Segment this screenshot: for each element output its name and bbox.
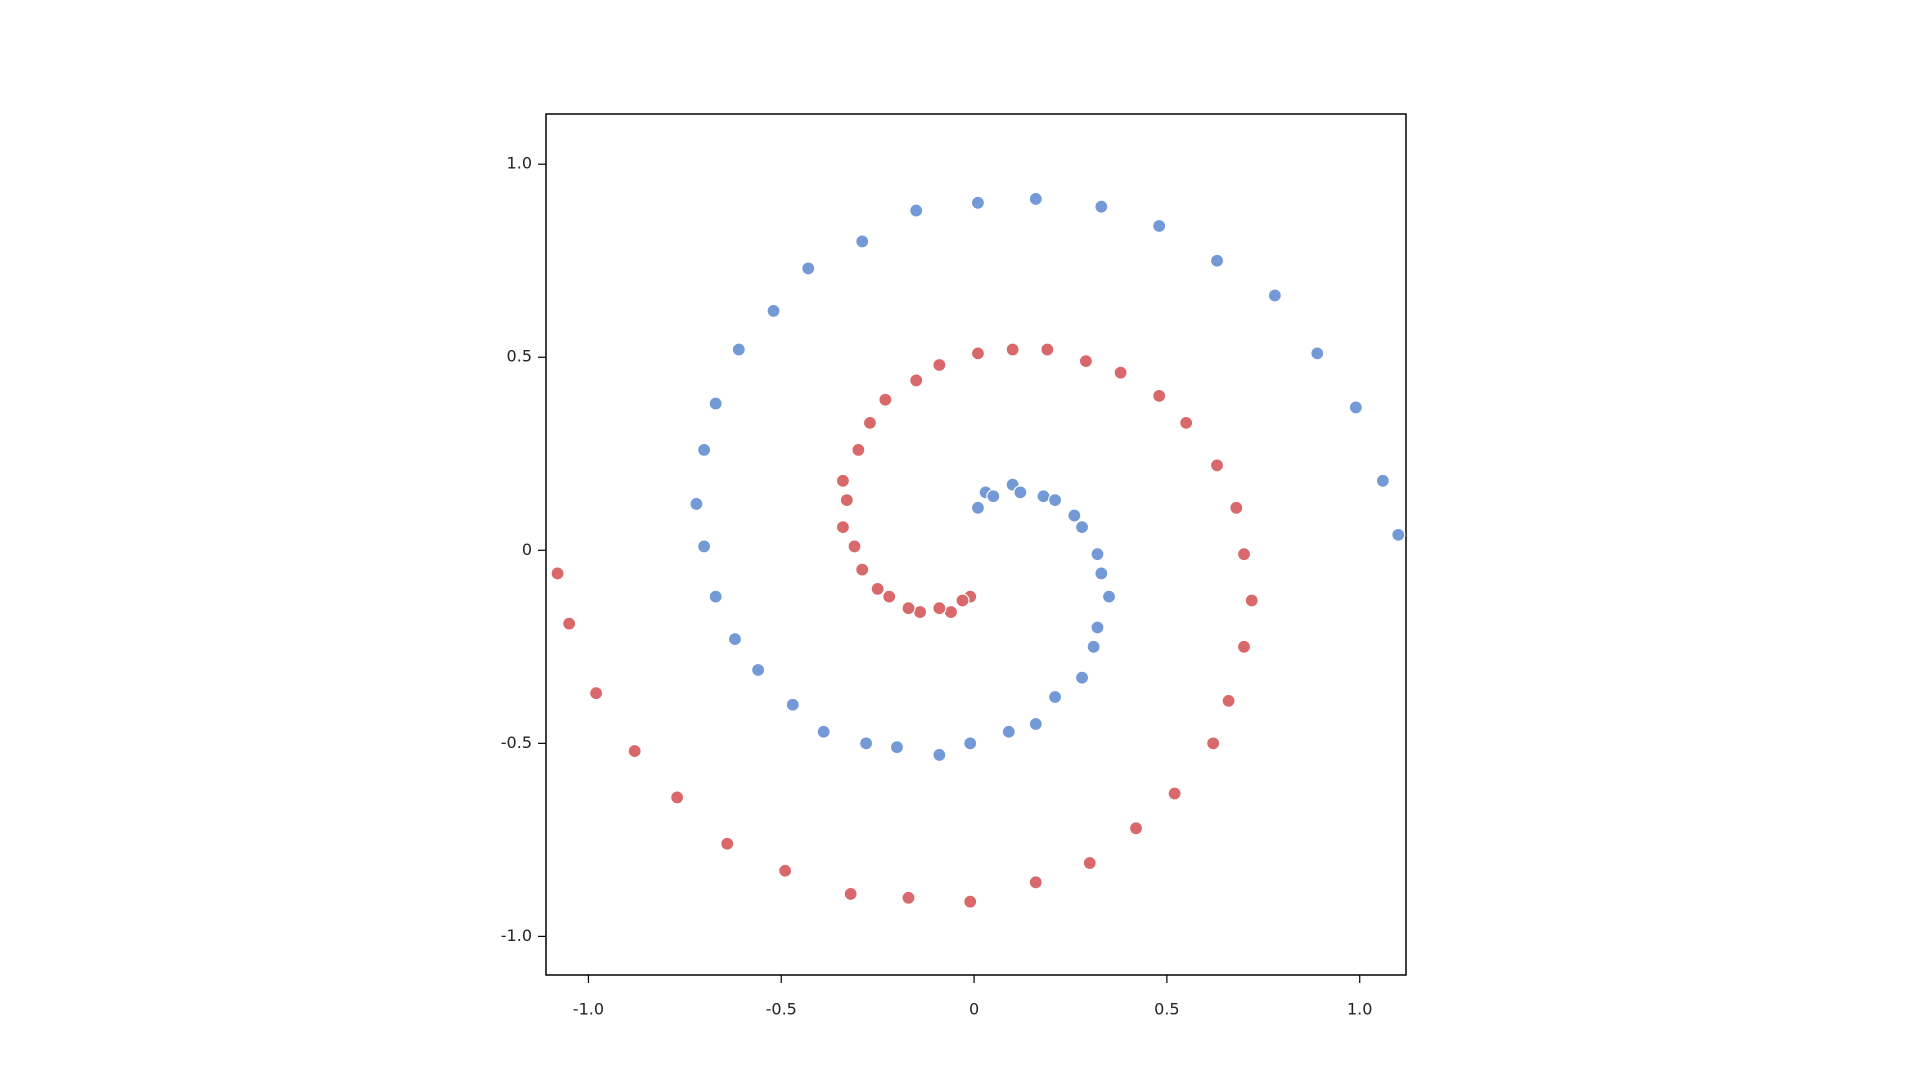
scatter-point	[562, 616, 577, 631]
scatter-point	[1090, 547, 1105, 562]
scatter-point	[1391, 527, 1406, 542]
scatter-point	[855, 234, 870, 249]
scatter-point	[1101, 589, 1117, 604]
scatter-point	[1113, 365, 1128, 380]
scatter-point	[970, 195, 986, 210]
scatter-point	[835, 520, 851, 535]
scatter-point	[1236, 639, 1252, 654]
scatter-point	[970, 346, 986, 361]
scatter-point	[862, 415, 878, 430]
scatter-point	[708, 589, 723, 604]
scatter-point	[1040, 342, 1055, 357]
scatter-point	[1209, 458, 1225, 473]
scatter-point	[955, 593, 970, 608]
scatter-point	[1152, 218, 1167, 234]
scatter-point	[878, 392, 893, 407]
scatter-point	[963, 736, 978, 751]
scatter-point	[801, 261, 816, 276]
scatter-point	[1152, 388, 1167, 403]
scatter-point	[1090, 620, 1105, 635]
scatter-point	[835, 473, 851, 488]
scatter-point	[708, 396, 723, 411]
y-tick-label: 1.0	[507, 154, 532, 173]
scatter-point	[751, 662, 766, 678]
scatter-point	[851, 442, 866, 458]
scatter-point	[766, 303, 781, 319]
scatter-point	[889, 740, 905, 755]
scatter-point	[778, 863, 793, 878]
scatter-point	[909, 203, 924, 218]
scatter-point	[816, 724, 831, 739]
scatter-point	[1067, 508, 1082, 523]
scatter-point	[1001, 724, 1016, 739]
scatter-point	[589, 686, 604, 701]
scatter-point	[1209, 253, 1225, 268]
scatter-point	[870, 581, 885, 597]
scatter-point	[1128, 821, 1144, 836]
scatter-point	[785, 697, 800, 712]
scatter-point	[932, 357, 947, 373]
scatter-point	[670, 790, 685, 805]
x-tick-label: 0.5	[1154, 1000, 1179, 1019]
x-tick-label: 1.0	[1347, 1000, 1372, 1019]
scatter-point	[1005, 342, 1020, 357]
scatter-point	[697, 442, 712, 458]
scatter-point	[697, 539, 712, 554]
scatter-point	[1229, 500, 1244, 515]
scatter-point	[932, 601, 947, 616]
scatter-point	[1047, 689, 1063, 705]
scatter-point	[1167, 786, 1182, 801]
plot-frame	[545, 113, 1407, 976]
scatter-point	[1267, 288, 1282, 303]
scatter-point	[963, 894, 978, 909]
scatter-point	[1047, 492, 1063, 508]
scatter-point	[627, 743, 642, 759]
scatter-point	[1310, 346, 1325, 361]
scatter-point	[1028, 875, 1043, 890]
scatter-point	[1028, 191, 1043, 207]
scatter-point	[901, 601, 916, 616]
x-tick-label: -0.5	[766, 1000, 797, 1019]
y-tick-label: 0	[522, 540, 532, 559]
scatter-point	[1236, 547, 1252, 562]
scatter-point	[1086, 639, 1101, 654]
scatter-point	[839, 492, 854, 508]
y-tick-label: -0.5	[501, 733, 532, 752]
scatter-point	[1082, 855, 1097, 871]
scatter-point	[901, 890, 916, 905]
scatter-point	[720, 836, 735, 851]
x-tick-label: -1.0	[573, 1000, 604, 1019]
scatter-point	[1028, 716, 1043, 732]
y-tick-label: -1.0	[501, 926, 532, 945]
scatter-point	[858, 736, 874, 751]
scatter-point	[932, 747, 947, 763]
scatter-point	[1221, 693, 1236, 708]
scatter-point	[1094, 199, 1109, 214]
scatter-point	[1179, 415, 1194, 430]
scatter-point	[1375, 473, 1390, 488]
scatter-point	[1348, 400, 1363, 415]
scatter-point	[731, 342, 746, 357]
scatter-point	[986, 489, 1001, 504]
scatter-point	[909, 373, 924, 388]
scatter-point	[727, 631, 743, 647]
scatter-point	[1244, 593, 1259, 608]
scatter-point	[689, 496, 704, 512]
scatter-point	[847, 539, 862, 554]
y-tick-label: 0.5	[507, 347, 532, 366]
scatter-point	[550, 566, 565, 581]
scatter-point	[1074, 520, 1090, 535]
scatter-point	[970, 500, 986, 515]
scatter-point	[1078, 354, 1094, 369]
scatter-point	[843, 886, 858, 902]
scatter-point	[1074, 670, 1090, 685]
scatter-point	[1206, 736, 1221, 751]
scatter-point	[1094, 566, 1109, 581]
x-tick-label: 0	[969, 1000, 979, 1019]
scatter-point	[855, 562, 870, 577]
scatter-point	[882, 589, 897, 604]
scatter-point	[1013, 485, 1028, 500]
